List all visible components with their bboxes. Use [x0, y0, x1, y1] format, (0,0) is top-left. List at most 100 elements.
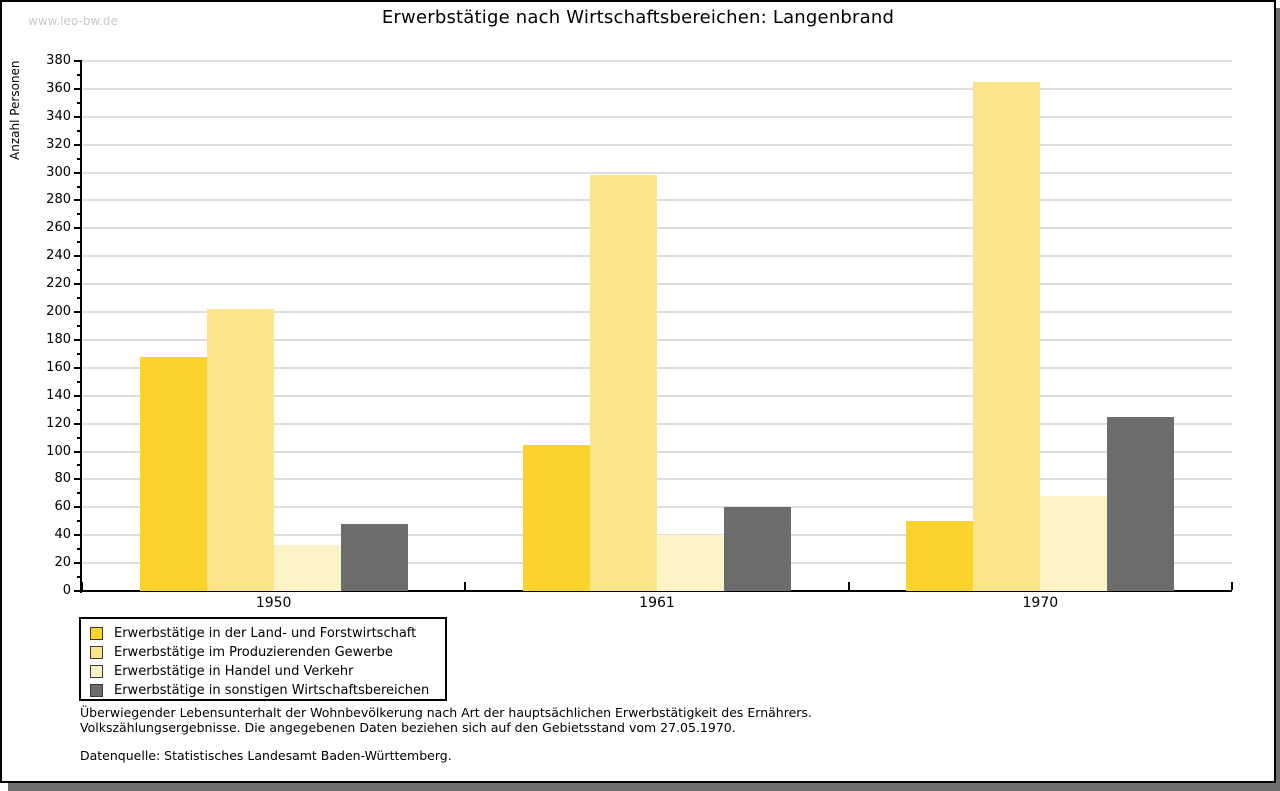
y-minor-tick — [77, 129, 82, 132]
y-tick-label: 360 — [46, 80, 71, 96]
x-tick-label: 1970 — [1022, 595, 1059, 611]
grid-line — [82, 227, 1232, 230]
y-tick-label: 300 — [46, 164, 71, 180]
bar — [724, 507, 791, 591]
y-tick-label: 160 — [46, 359, 71, 375]
legend-item: Erwerbstätige in sonstigen Wirtschaftsbe… — [90, 681, 445, 700]
legend-swatch — [90, 646, 103, 659]
y-minor-tick — [77, 380, 82, 383]
y-minor-tick — [77, 269, 82, 272]
bar — [590, 175, 657, 591]
x-axis-line — [80, 590, 1232, 592]
y-tick — [74, 227, 82, 230]
legend: Erwerbstätige in der Land- und Forstwirt… — [79, 617, 447, 701]
bar — [657, 535, 724, 591]
grid-line — [82, 506, 1232, 509]
y-minor-tick — [77, 408, 82, 411]
y-tick-label: 320 — [46, 136, 71, 152]
source-note: Datenquelle: Statistisches Landesamt Bad… — [80, 748, 452, 763]
grid-line — [82, 450, 1232, 453]
y-tick — [74, 562, 82, 565]
footer-note-line1: Überwiegender Lebensunterhalt der Wohnbe… — [80, 705, 812, 720]
legend-swatch — [90, 665, 103, 678]
y-tick — [74, 199, 82, 202]
y-minor-tick — [77, 436, 82, 439]
bar — [1040, 496, 1108, 591]
y-tick — [74, 394, 82, 397]
y-tick — [74, 506, 82, 509]
grid-line — [82, 283, 1232, 286]
bar — [523, 444, 590, 591]
y-minor-tick — [77, 352, 82, 355]
grid-line — [82, 87, 1232, 90]
bar — [340, 524, 408, 591]
bar — [906, 521, 974, 591]
legend-item: Erwerbstätige in Handel und Verkehr — [90, 662, 445, 681]
y-tick-label: 80 — [54, 471, 71, 487]
y-tick-label: 0 — [62, 583, 71, 598]
y-tick — [74, 366, 82, 369]
y-minor-tick — [77, 520, 82, 523]
x-tick — [81, 582, 83, 590]
y-tick — [74, 255, 82, 258]
y-tick-label: 340 — [46, 108, 71, 124]
y-tick — [74, 283, 82, 286]
y-tick — [74, 422, 82, 425]
y-minor-tick — [77, 297, 82, 300]
y-tick — [74, 450, 82, 453]
legend-item: Erwerbstätige in der Land- und Forstwirt… — [90, 624, 445, 643]
footer-note-line2: Volkszählungsergebnisse. Die angegebenen… — [80, 719, 736, 735]
frame-shadow-right — [1276, 8, 1280, 791]
grid-line — [82, 60, 1232, 62]
grid-line — [82, 366, 1232, 369]
y-tick — [74, 171, 82, 174]
bar — [273, 544, 341, 591]
y-minor-tick — [77, 464, 82, 467]
legend-label: Erwerbstätige in der Land- und Forstwirt… — [114, 626, 417, 641]
y-tick — [74, 60, 82, 62]
y-tick-label: 380 — [46, 53, 71, 68]
y-minor-tick — [77, 548, 82, 551]
y-tick-label: 120 — [46, 415, 71, 431]
y-minor-tick — [77, 213, 82, 216]
y-tick-label: 280 — [46, 192, 71, 208]
grid-line — [82, 171, 1232, 174]
y-minor-tick — [77, 576, 82, 579]
grid-line — [82, 478, 1232, 481]
y-minor-tick — [77, 157, 82, 160]
frame-shadow-bottom — [8, 783, 1280, 791]
legend-label: Erwerbstätige im Produzierenden Gewerbe — [114, 645, 393, 660]
grid-line — [82, 422, 1232, 425]
legend-swatch — [90, 684, 103, 697]
y-tick-label: 220 — [46, 276, 71, 292]
y-minor-tick — [77, 73, 82, 76]
grid-line — [82, 143, 1232, 146]
grid-line — [82, 311, 1232, 314]
grid-line — [82, 255, 1232, 258]
grid-line — [82, 338, 1232, 341]
x-tick — [1231, 582, 1233, 590]
grid-line — [82, 115, 1232, 118]
y-minor-tick — [77, 492, 82, 495]
y-tick-label: 140 — [46, 387, 71, 403]
y-tick — [74, 338, 82, 341]
y-tick-label: 20 — [54, 555, 71, 571]
chart-title: Erwerbstätige nach Wirtschaftsbereichen:… — [381, 7, 895, 28]
y-tick — [74, 478, 82, 481]
watermark: www.leo-bw.de — [28, 14, 118, 28]
y-tick-label: 240 — [46, 248, 71, 264]
y-tick — [74, 87, 82, 90]
y-minor-tick — [77, 101, 82, 104]
y-minor-tick — [77, 185, 82, 188]
legend-label: Erwerbstätige in sonstigen Wirtschaftsbe… — [114, 683, 430, 698]
grid-line — [82, 199, 1232, 202]
legend-label: Erwerbstätige in Handel und Verkehr — [114, 664, 354, 679]
y-tick — [74, 143, 82, 146]
x-tick — [464, 582, 467, 590]
grid-line — [82, 394, 1232, 397]
y-tick-label: 260 — [46, 220, 71, 236]
y-tick — [74, 311, 82, 314]
y-tick-label: 100 — [46, 443, 71, 459]
